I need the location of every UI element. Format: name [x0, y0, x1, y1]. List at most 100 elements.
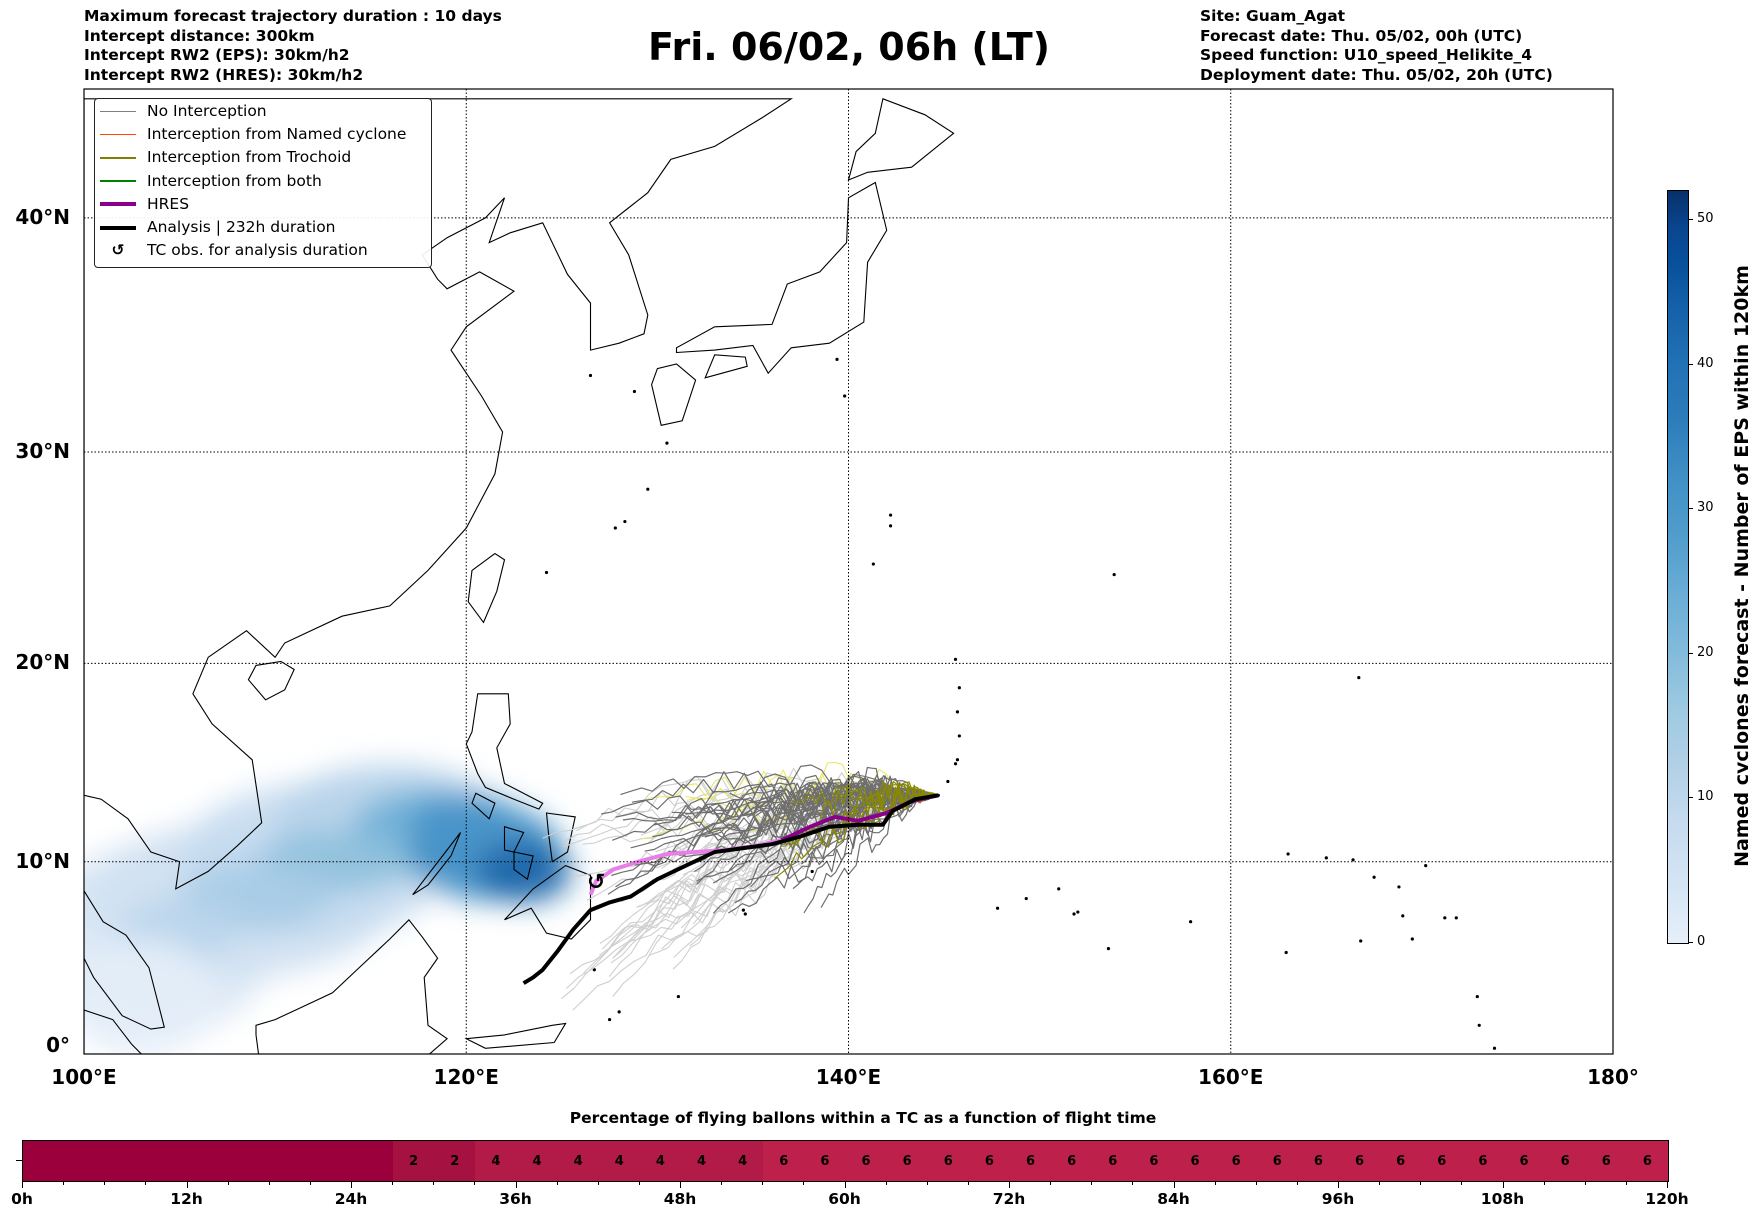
- island: [1106, 947, 1111, 951]
- island: [957, 734, 961, 738]
- lat-label: 10°N: [15, 848, 70, 873]
- lat-label: 20°N: [15, 650, 70, 675]
- timeline-cell: 6: [1133, 1141, 1175, 1181]
- trajectory: [671, 775, 939, 815]
- island: [1357, 676, 1361, 680]
- lat-label: 30°N: [15, 438, 70, 463]
- timeline-cell: 6: [927, 1141, 969, 1181]
- legend-swatch: [99, 180, 137, 182]
- timeline-tick: [1461, 1181, 1463, 1185]
- timeline-tick: [1296, 1181, 1298, 1185]
- param-rw2-hres: Intercept RW2 (HRES): 30km/h2: [84, 65, 364, 84]
- timeline-cell: 6: [1092, 1141, 1134, 1181]
- timeline-tick: [1379, 1181, 1381, 1185]
- timeline-cell: 4: [681, 1141, 723, 1181]
- timeline-cell: 2: [393, 1141, 435, 1181]
- timeline-tick: [104, 1181, 106, 1185]
- timeline-cell: 4: [639, 1141, 681, 1181]
- legend-label: No Interception: [147, 102, 267, 120]
- coastline: [255, 918, 448, 1054]
- legend-swatch: [99, 225, 137, 230]
- timeline-cell: 6: [968, 1141, 1010, 1181]
- timeline-title: Percentage of flying ballons within a TC…: [569, 1109, 1157, 1127]
- timeline-cell: 6: [886, 1141, 928, 1181]
- param-rw2-eps: Intercept RW2 (EPS): 30km/h2: [84, 46, 350, 64]
- legend-label: TC obs. for analysis duration: [147, 241, 368, 260]
- legend-label: HRES: [147, 194, 190, 213]
- timeline-cell: [64, 1141, 106, 1181]
- timeline-tick: [680, 1181, 681, 1188]
- trajectory: [612, 781, 939, 841]
- coastline: [513, 851, 534, 881]
- timeline-cell: [23, 1141, 65, 1181]
- colorbar-tick: [1688, 652, 1693, 654]
- legend-item: Analysis | 232h duration: [95, 216, 336, 239]
- coastline: [84, 1009, 143, 1054]
- timeline-cell: [146, 1141, 188, 1181]
- timeline-tick: [638, 1181, 640, 1185]
- timeline-tick: [1625, 1181, 1627, 1185]
- legend-label: Analysis | 232h duration: [147, 218, 336, 236]
- timeline-tick: [803, 1181, 805, 1185]
- timeline-tick: [474, 1181, 476, 1185]
- island: [888, 524, 893, 528]
- legend: No Interception Interception from Named c…: [94, 98, 432, 268]
- island: [1372, 875, 1376, 879]
- timeline-cell: 6: [1380, 1141, 1422, 1181]
- param-intercept-distance: Intercept distance: 300km: [84, 26, 315, 45]
- legend-item: Interception from Trochoid: [95, 146, 351, 169]
- colorbar-tick-label: 10: [1697, 789, 1714, 805]
- coastline: [847, 98, 955, 181]
- analysis-track: [522, 793, 939, 985]
- island: [1477, 1023, 1481, 1027]
- ensemble-trajectories: [542, 761, 939, 1011]
- timeline-tick: [1255, 1181, 1257, 1185]
- timeline-tick-label: 96h: [1321, 1190, 1355, 1208]
- timeline-tick-label: 60h: [828, 1190, 861, 1208]
- density-blob: [475, 840, 572, 903]
- timeline-tick-label: 108h: [1480, 1190, 1525, 1208]
- timeline-tick: [1543, 1181, 1545, 1185]
- island: [544, 570, 549, 575]
- legend-label: Interception from both: [147, 171, 322, 190]
- island: [1324, 856, 1328, 860]
- legend-item: Interception from Named cyclone: [95, 123, 406, 146]
- island: [1057, 887, 1061, 891]
- timeline-tick: [1667, 1181, 1668, 1188]
- tc-obs-icon: ↺: [587, 870, 605, 895]
- island: [1076, 910, 1080, 914]
- island: [843, 394, 847, 398]
- island: [741, 908, 745, 912]
- timeline-tick: [268, 1181, 270, 1185]
- colorbar: [1667, 190, 1689, 944]
- legend-swatch: [99, 157, 137, 159]
- timeline-cell: [269, 1141, 311, 1181]
- timeline-tick: [1091, 1181, 1093, 1185]
- timeline-cell: [105, 1141, 147, 1181]
- timeline-cell: 6: [1339, 1141, 1381, 1181]
- island: [632, 389, 637, 394]
- timeline-tick-label: 120h: [1645, 1190, 1689, 1208]
- timeline-tick: [433, 1181, 435, 1185]
- colorbar-tick-label: 0: [1697, 934, 1706, 949]
- lon-label: 120°E: [433, 1065, 499, 1089]
- forecast-date: Forecast date: Thu. 05/02, 00h (UTC): [1200, 26, 1523, 45]
- coastline: [84, 98, 794, 890]
- run-parameters: Maximum forecast trajectory duration : 1…: [84, 7, 502, 85]
- timeline-tick: [1132, 1181, 1134, 1185]
- timeline-cell: 6: [1256, 1141, 1298, 1181]
- timeline-tick: [186, 1181, 188, 1188]
- timeline-tick: [145, 1181, 147, 1185]
- timeline-cell: 6: [1051, 1141, 1093, 1181]
- island: [888, 513, 893, 517]
- coastline: [247, 660, 295, 701]
- timeline-cell: 6: [1215, 1141, 1257, 1181]
- timeline-tick: [762, 1181, 764, 1185]
- island: [1397, 885, 1401, 889]
- timeline-cell: 4: [722, 1141, 764, 1181]
- coastline: [651, 363, 697, 426]
- coastline: [467, 552, 506, 624]
- colorbar-tick: [1688, 218, 1693, 220]
- lat-label: 0°: [46, 1033, 70, 1057]
